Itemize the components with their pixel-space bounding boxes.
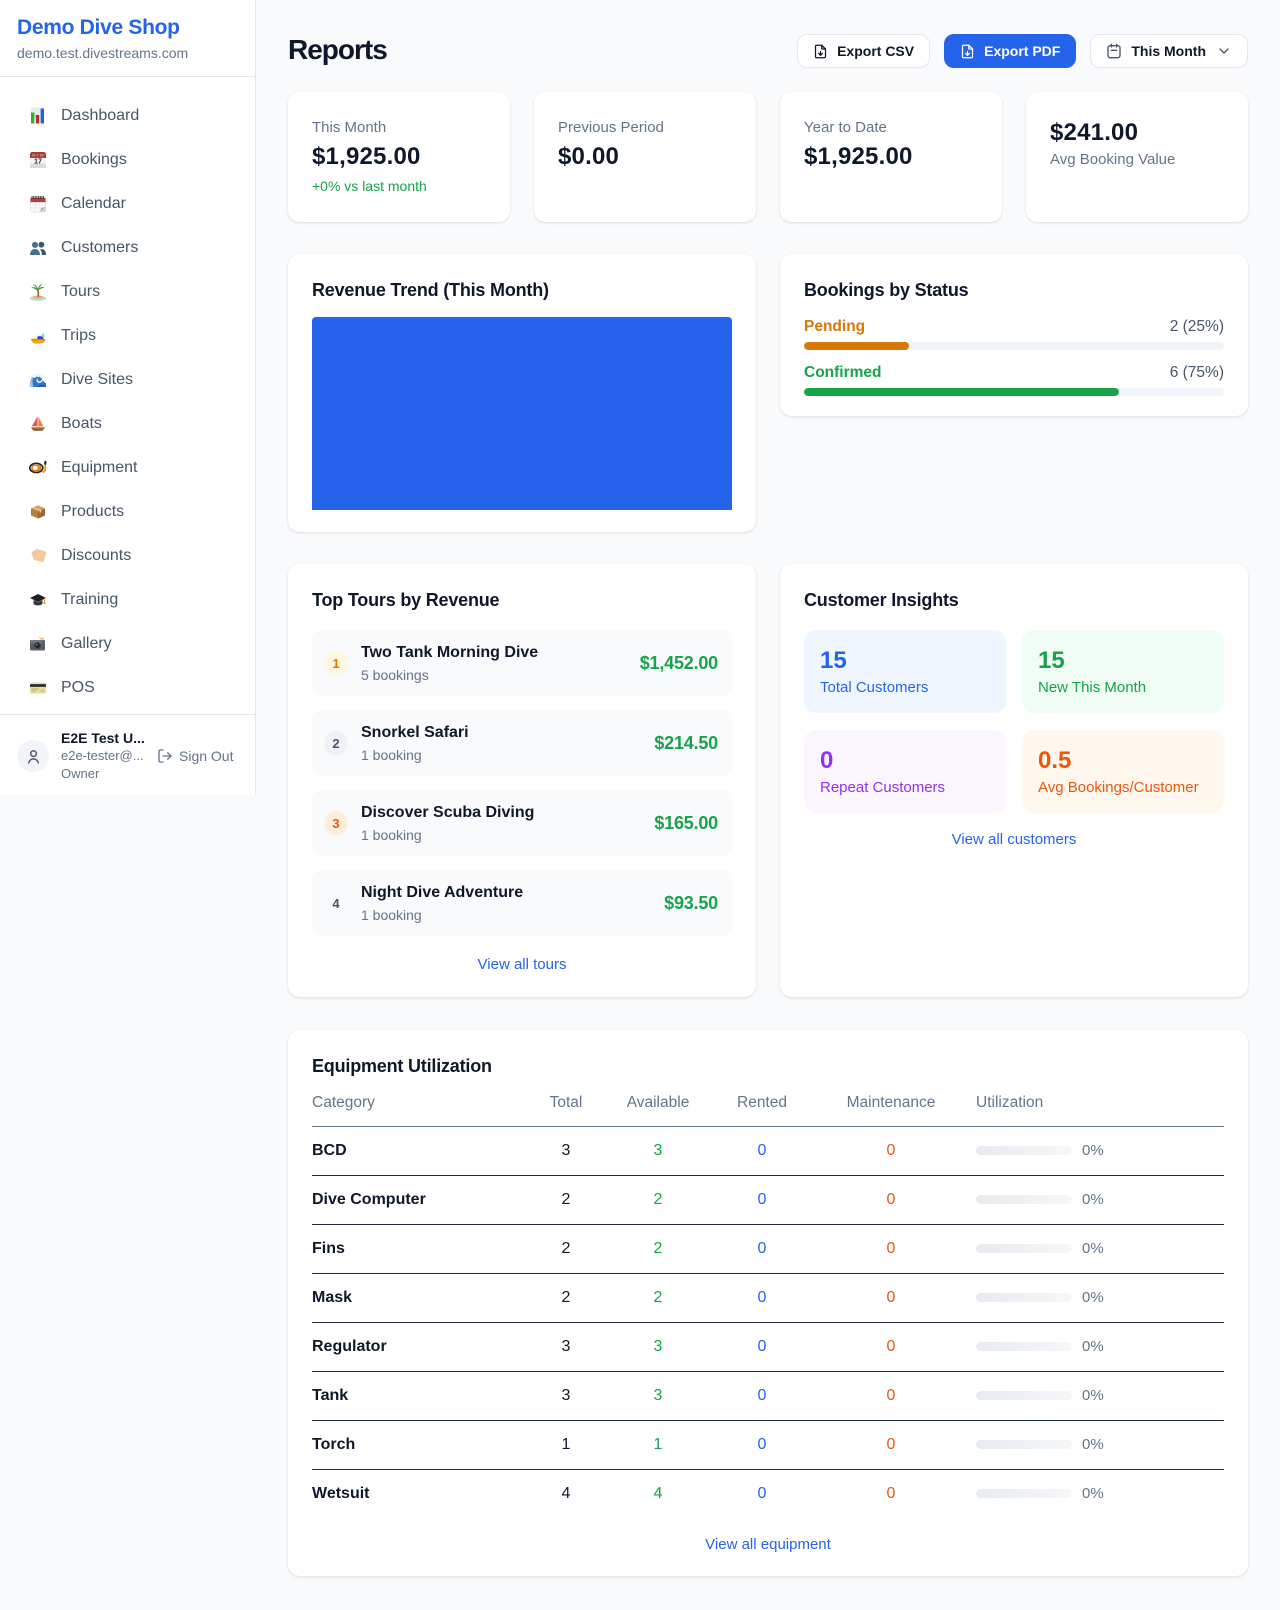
svg-text:17: 17 <box>34 157 42 166</box>
svg-text:M T W: M T W <box>32 152 44 157</box>
